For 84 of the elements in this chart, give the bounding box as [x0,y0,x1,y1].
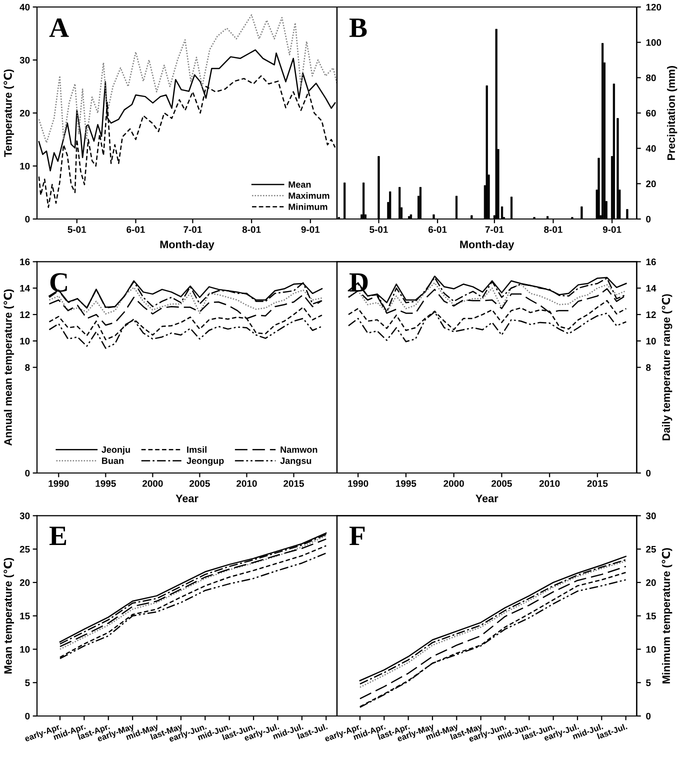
y2-tick-label: 100 [646,39,662,46]
y2-tick-label: 20 [646,579,656,586]
x-tick-label: 1995 [96,480,116,487]
chart-title: A [49,18,69,37]
y-tick-label: 10 [20,338,30,344]
y2-axis-title: Precipitation (mm) [667,66,678,160]
x-tick-label: 5-01 [68,226,86,233]
chart-title: C [50,273,67,292]
y-tick-label: 30 [20,56,30,64]
y2-tick-label: 14 [646,285,656,292]
legend-label: Minimum [288,203,328,210]
y-tick-label: 0 [25,470,30,477]
x-tick-label: 7-01 [184,226,202,233]
x-tick-label: 2000 [142,480,163,487]
y-tick-label: 25 [20,546,30,553]
y-tick-label: 20 [20,579,30,586]
y-tick-label: 15 [20,612,30,620]
legend-label: Buan [102,458,124,464]
x-tick-label: 1995 [396,480,416,487]
y-axis-title: Annual mean temperature (℃) [4,289,14,446]
y-tick-label: 14 [20,285,30,292]
y-axis-title: Mean temperature (℃) [4,558,14,674]
x-axis-title: Year [476,494,498,502]
y-tick-label: 8 [25,364,30,371]
y2-tick-label: 0 [646,216,651,223]
x-tick-label: 2005 [492,480,512,487]
x-axis-title: Year [176,494,198,502]
x-axis-title: Month-day [160,240,214,250]
x-tick-label: 2005 [190,480,210,487]
y2-axis-title: Minimum temperature (℃) [662,548,672,684]
x-tick-label: 2015 [587,480,608,487]
legend-label: Jeonju [102,446,130,455]
y2-tick-label: 8 [646,364,651,371]
y2-tick-label: 15 [646,612,656,620]
chart-title: F [349,526,365,545]
y2-tick-label: 60 [646,110,656,117]
x-tick-label: 6-01 [428,226,447,233]
y2-tick-label: 5 [646,680,651,686]
y2-tick-label: 120 [646,4,662,11]
x-tick-label: 8-01 [544,226,562,233]
x-tick-label: 9-01 [602,226,622,233]
y2-tick-label: 30 [646,512,656,520]
y2-tick-label: 16 [646,258,656,266]
chart-title: B [349,18,367,37]
y-tick-label: 16 [20,258,30,266]
x-tick-label: 2010 [539,480,560,487]
x-tick-label: 1990 [348,480,368,487]
x-tick-label: 8-01 [242,226,261,233]
y2-tick-label: 0 [646,712,651,720]
legend-label: Jangsu [280,458,312,466]
x-tick-label: 2015 [284,480,304,487]
y-tick-label: 12 [20,311,30,318]
y-tick-label: 20 [20,110,30,117]
x-tick-label: 2010 [236,480,257,487]
y-tick-label: 0 [25,712,30,720]
y2-axis-title: Daily temperature range (℃) [662,294,672,440]
y-axis-title: Temperature (℃) [4,69,14,157]
y-tick-label: 10 [20,162,30,170]
legend-label: Jeongup [186,458,224,466]
x-tick-label: 9-01 [301,226,320,233]
y-tick-label: 10 [20,646,30,653]
y2-tick-label: 80 [646,74,656,82]
x-tick-label: 2000 [444,480,464,487]
x-tick-label: 5-01 [370,226,388,233]
x-axis-title: Month-day [460,240,514,250]
y2-tick-label: 25 [646,546,656,553]
y2-tick-label: 12 [646,311,656,318]
legend-label: Mean [288,181,311,188]
y2-tick-label: 10 [646,646,656,653]
x-tick-label: 1990 [48,480,69,487]
y2-tick-label: 20 [646,180,656,188]
y-tick-label: 40 [20,4,30,11]
y2-tick-label: 40 [646,145,656,152]
x-tick-label: 7-01 [485,226,504,233]
x-tick-label: 6-01 [126,226,145,233]
y-tick-label: 0 [25,216,30,223]
y2-tick-label: 10 [646,338,656,344]
legend-label: Maximum [288,192,330,199]
y-tick-label: 30 [20,512,30,520]
y2-tick-label: 0 [646,470,651,477]
y-tick-label: 5 [25,680,30,686]
chart-title: E [49,526,66,545]
legend-label: Imsil [187,446,206,453]
legend-label: Namwon [280,446,318,453]
